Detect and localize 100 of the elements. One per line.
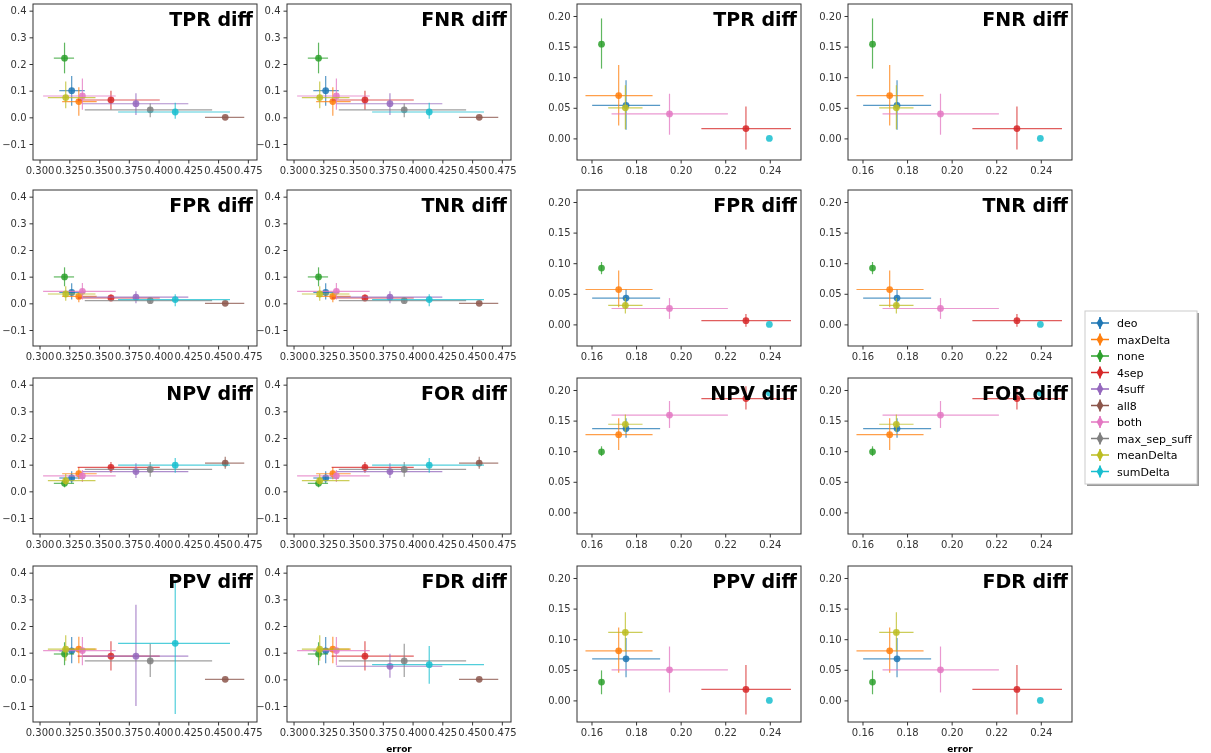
y-tick-label: 0.4: [264, 567, 281, 579]
y-tick-label: 0.05: [548, 476, 571, 488]
y-tick-label: 0.05: [819, 288, 842, 300]
x-tick-label: 0.425: [428, 350, 458, 362]
legend-label: maxDelta: [1117, 333, 1171, 347]
x-tick-label: 0.18: [625, 726, 648, 738]
x-tick-label: 0.300: [25, 350, 55, 362]
x-tick-label: 0.400: [144, 726, 174, 738]
x-tick-label: 0.16: [580, 726, 604, 738]
x-tick-label: 0.350: [339, 164, 368, 176]
y-tick-label: 0.4: [10, 191, 27, 203]
x-tick-label: 0.18: [625, 538, 648, 550]
x-tick-label: 0.375: [368, 350, 398, 362]
x-tick-label: 0.350: [85, 164, 114, 176]
x-tick-label: 0.425: [428, 164, 458, 176]
legend-label: sumDelta: [1117, 465, 1170, 479]
x-tick-label: 0.16: [580, 164, 604, 176]
x-tick-label: 0.325: [55, 726, 85, 738]
x-tick-label: 0.450: [204, 538, 233, 550]
y-tick-label: 0.1: [264, 271, 281, 283]
x-tick-label: 0.20: [670, 538, 693, 550]
x-tick-label: 0.22: [714, 538, 737, 550]
y-tick-label: 0.1: [10, 271, 27, 283]
x-tick-label: 0.18: [896, 350, 919, 362]
y-tick-label: 0.0: [10, 674, 27, 686]
x-tick-label: 0.400: [144, 350, 174, 362]
x-tick-label: 0.475: [488, 350, 517, 362]
y-tick-label: 0.10: [548, 633, 571, 645]
y-tick-label: 0.15: [548, 415, 571, 427]
x-tick-label: 0.425: [174, 538, 204, 550]
x-axis-title: error: [947, 744, 974, 753]
x-tick-label: 0.475: [488, 164, 517, 176]
x-tick-label: 0.325: [55, 164, 85, 176]
x-tick-label: 0.400: [144, 164, 174, 176]
y-tick-label: 0.20: [548, 384, 571, 396]
x-tick-label: 0.400: [398, 538, 428, 550]
y-tick-label: 0.00: [819, 319, 842, 331]
y-tick-label: 0.0: [264, 486, 281, 498]
y-tick-label: 0.05: [819, 664, 842, 676]
y-tick-label: 0.15: [819, 603, 842, 615]
x-tick-label: 0.16: [851, 726, 875, 738]
x-tick-label: 0.20: [941, 726, 964, 738]
x-tick-label: 0.350: [85, 726, 114, 738]
legend-label: none: [1117, 350, 1145, 363]
y-tick-label: 0.00: [548, 319, 571, 331]
y-tick-label: 0.2: [10, 620, 27, 632]
x-tick-label: 0.475: [234, 538, 263, 550]
x-tick-label: 0.450: [204, 350, 233, 362]
y-tick-label: 0.00: [548, 695, 571, 707]
y-tick-label: 0.3: [264, 594, 281, 606]
chart-title: TNR diff: [421, 194, 508, 216]
y-tick-label: 0.00: [548, 507, 571, 519]
x-tick-label: 0.24: [759, 350, 782, 362]
y-tick-label: −0.1: [2, 324, 27, 336]
y-tick-label: 0.2: [264, 244, 281, 256]
chart-title: PPV diff: [168, 570, 254, 592]
legend-label: max_sep_suff: [1117, 432, 1193, 446]
y-tick-label: 0.4: [264, 5, 281, 17]
x-tick-label: 0.375: [368, 538, 398, 550]
y-tick-label: 0.20: [548, 572, 571, 584]
chart-title: FNR diff: [982, 8, 1069, 30]
legend-label: deo: [1117, 317, 1138, 330]
x-tick-label: 0.450: [458, 164, 487, 176]
y-tick-label: 0.20: [548, 10, 571, 22]
x-tick-label: 0.325: [55, 538, 85, 550]
y-tick-label: −0.1: [2, 138, 27, 150]
x-tick-label: 0.350: [339, 726, 368, 738]
x-tick-label: 0.20: [670, 726, 693, 738]
y-tick-label: 0.2: [10, 244, 27, 256]
x-tick-label: 0.16: [851, 538, 875, 550]
y-tick-label: 0.3: [10, 594, 27, 606]
x-tick-label: 0.450: [458, 350, 487, 362]
y-tick-label: 0.1: [264, 459, 281, 471]
y-tick-label: 0.2: [264, 58, 281, 70]
x-tick-label: 0.300: [25, 538, 55, 550]
y-tick-label: 0.2: [264, 432, 281, 444]
y-tick-label: 0.15: [548, 603, 571, 615]
x-tick-label: 0.325: [309, 538, 339, 550]
y-tick-label: 0.2: [10, 432, 27, 444]
y-tick-label: 0.3: [10, 218, 27, 230]
x-tick-label: 0.375: [368, 726, 398, 738]
y-tick-label: 0.1: [10, 459, 27, 471]
x-tick-label: 0.425: [174, 350, 204, 362]
x-tick-label: 0.300: [279, 726, 309, 738]
x-tick-label: 0.22: [985, 164, 1008, 176]
x-tick-label: 0.425: [174, 164, 204, 176]
y-tick-label: 0.20: [819, 384, 842, 396]
y-tick-label: 0.4: [264, 191, 281, 203]
y-tick-label: 0.10: [548, 445, 571, 457]
x-tick-label: 0.18: [896, 164, 919, 176]
chart-title: TPR diff: [713, 8, 798, 30]
y-tick-label: −0.1: [256, 512, 281, 524]
chart-title: FOR diff: [421, 382, 508, 404]
x-tick-label: 0.20: [941, 538, 964, 550]
y-tick-label: 0.20: [548, 196, 571, 208]
y-tick-label: 0.2: [10, 58, 27, 70]
y-tick-label: 0.10: [819, 71, 842, 83]
x-tick-label: 0.300: [25, 726, 55, 738]
x-tick-label: 0.18: [625, 350, 648, 362]
x-tick-label: 0.16: [580, 350, 604, 362]
